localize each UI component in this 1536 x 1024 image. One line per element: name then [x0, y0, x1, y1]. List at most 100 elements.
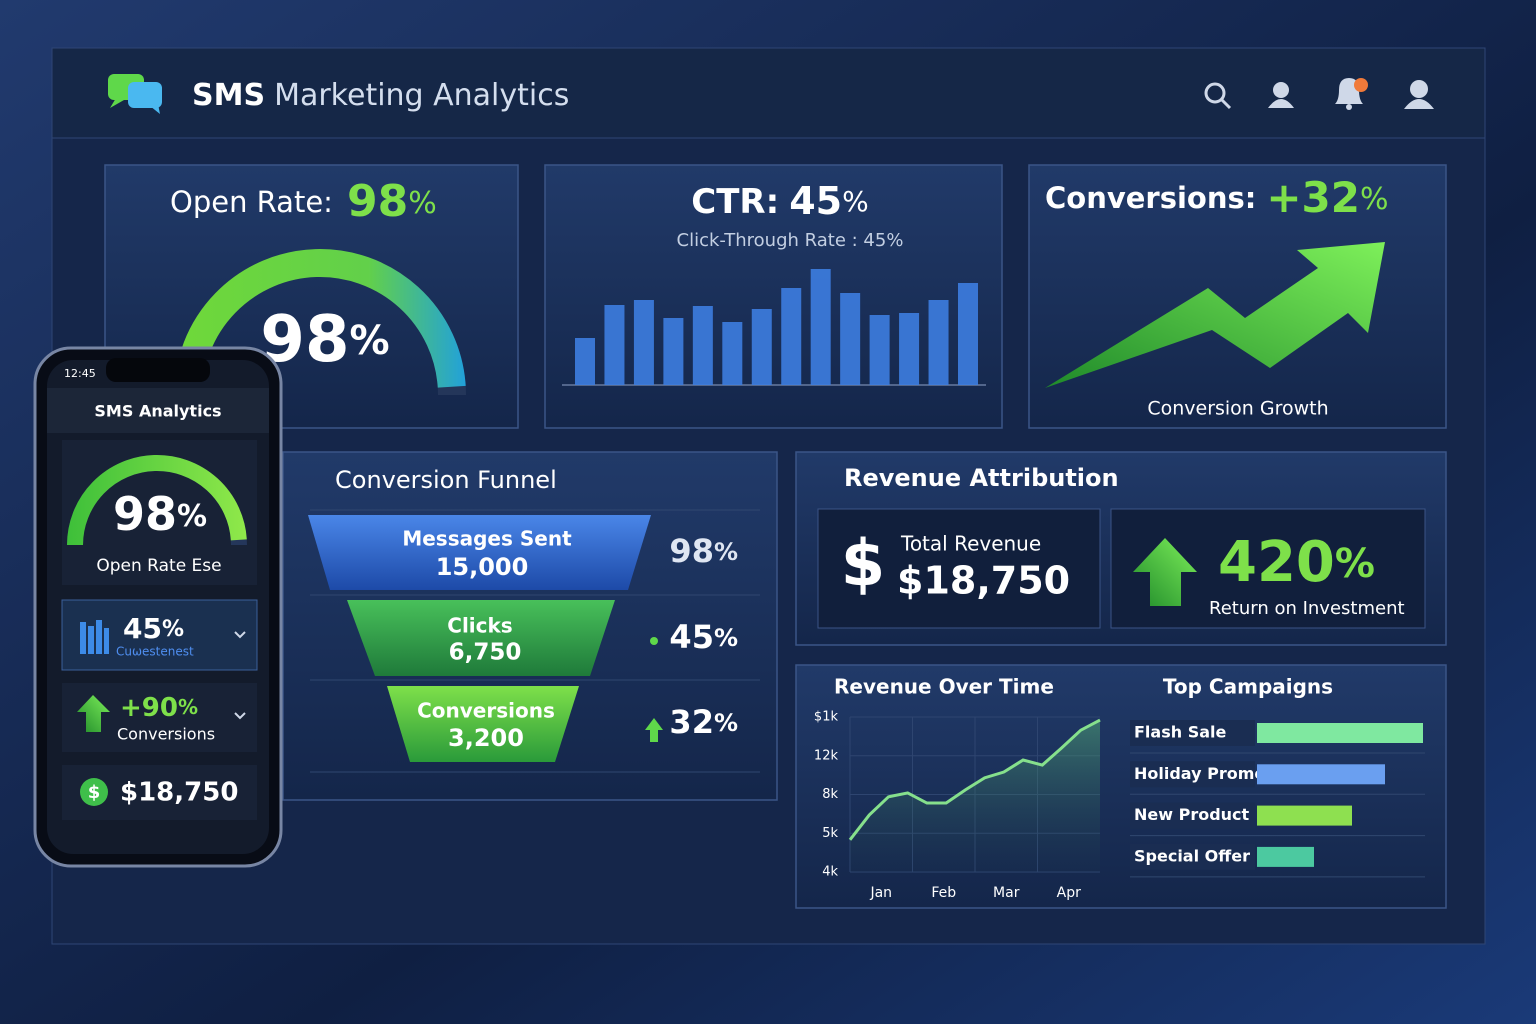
y-tick-label: $1k [814, 710, 839, 725]
phone-revenue: $18,750 [120, 778, 238, 808]
phone-ctr-icon-part [96, 620, 102, 654]
bar [810, 269, 831, 385]
x-tick-label: Mar [993, 885, 1020, 901]
phone-ctr-icon-part [88, 626, 94, 654]
search-icon-part [1204, 82, 1226, 104]
account-icon-part [1404, 99, 1434, 109]
currency-symbol: $ [841, 528, 886, 602]
roi-unit: % [1335, 541, 1375, 587]
open-rate-heading: Open Rate: 98% [170, 176, 437, 227]
stage-rate: 32% [669, 703, 738, 741]
profile-icon[interactable] [1268, 82, 1294, 108]
ctr-heading: CTR: 45% [691, 179, 868, 223]
gauge-unit: % [349, 318, 389, 364]
phone-ctr-icon-part [104, 628, 109, 654]
header-bar [51, 47, 1486, 139]
title-rest: Marketing Analytics [274, 78, 569, 113]
bar [604, 305, 625, 385]
roi-value: 420 [1218, 530, 1335, 595]
rate-unit: % [714, 709, 738, 737]
campaign-label-bg [1130, 720, 1255, 746]
rate-value: 32 [669, 703, 714, 741]
bar [751, 309, 772, 385]
funnel-dividers [310, 509, 760, 773]
account-icon[interactable] [1404, 80, 1434, 109]
conversions-heading: Conversions: +32% [1045, 173, 1389, 222]
bar [722, 322, 743, 385]
phone-gauge [67, 455, 247, 546]
ctr-unit: % [842, 185, 869, 218]
campaign-label-bg [1130, 802, 1255, 829]
stage-count: 3,200 [448, 724, 524, 752]
phone-open-unit: % [177, 499, 207, 534]
bar [781, 288, 802, 385]
conversions-value: +32 [1266, 173, 1360, 222]
rate-unit: % [714, 538, 738, 566]
phone-ctr-value: 45 [123, 612, 162, 645]
chevron[interactable] [234, 712, 246, 720]
phone-ctr-icon-part [80, 622, 86, 654]
x-tick-label: Feb [931, 885, 956, 901]
campaigns-title: Top Campaigns [1163, 675, 1333, 699]
total-revenue-value: $18,750 [897, 559, 1070, 603]
ctr-subtitle: Click-Through Rate : 45% [677, 230, 904, 251]
attribution-title: Revenue Attribution [844, 464, 1119, 492]
gauge-arc [174, 249, 466, 396]
funnel-stage [347, 600, 615, 676]
phone-conv-value: +90 [120, 693, 178, 723]
y-tick-label: 8k [822, 787, 838, 802]
phone-ctr-card [61, 599, 258, 671]
bar [575, 338, 595, 385]
funnel-title: Conversion Funnel [335, 466, 557, 494]
bar [899, 313, 920, 385]
y-tick-label: 12k [814, 748, 839, 763]
phone-title: SMS Analytics [94, 402, 221, 421]
bar [958, 283, 978, 385]
conversions-card [1028, 164, 1447, 429]
phone-ctr-readout: 45% [123, 612, 184, 645]
notification-icon[interactable] [1335, 78, 1368, 110]
growth-arrow [1045, 242, 1385, 388]
conversions-unit: % [1360, 182, 1389, 217]
funnel-stage [387, 686, 579, 762]
search-icon[interactable] [1204, 82, 1232, 110]
phone: 12:45 SMS Analytics 98% Open Rate Ese 45… [33, 346, 283, 868]
campaign-name: Holiday Promo [1134, 764, 1265, 783]
notification-icon-part [1354, 78, 1368, 92]
logo [108, 74, 162, 114]
phone-ctr-label: Cuωestenest [116, 645, 194, 659]
phone-open-rate: 98% [113, 487, 207, 541]
funnel-stage [308, 515, 651, 590]
bar [928, 300, 949, 385]
revenue-line-chart: $1k 12k 8k 5k 4k Jan Feb Mar Apr [814, 710, 1101, 901]
bar [1257, 723, 1423, 743]
bar [1257, 764, 1385, 785]
ctr-value: 45 [789, 179, 842, 223]
dollar-symbol: $ [88, 782, 101, 803]
total-revenue-label: Total Revenue [900, 532, 1041, 556]
phone-ctr-icon [80, 620, 109, 654]
y-tick-label: 5k [822, 826, 838, 841]
app-title: SMS Marketing Analytics [192, 78, 569, 113]
notification-icon-part [1346, 104, 1352, 110]
bar [633, 300, 654, 385]
stage-rate: 98% [669, 532, 738, 570]
open-rate-label: Open Rate: [170, 185, 333, 219]
chevron[interactable] [234, 631, 246, 639]
bar [840, 293, 861, 385]
profile-icon-part [1268, 99, 1294, 108]
stage-label: Messages Sent [402, 527, 572, 551]
revenue-line [848, 718, 1101, 841]
x-tick-label: Jan [869, 885, 892, 901]
stage-label: Clicks [447, 614, 512, 638]
roi-label: Return on Investment [1209, 598, 1405, 619]
stage-count: 6,750 [449, 640, 522, 666]
stage-rate: 45% [669, 618, 738, 656]
bar [692, 306, 713, 385]
open-rate-value: 98 [347, 176, 408, 227]
roi-arrow [1133, 538, 1197, 606]
stage-label: Conversions [417, 699, 555, 723]
bar [663, 318, 684, 385]
